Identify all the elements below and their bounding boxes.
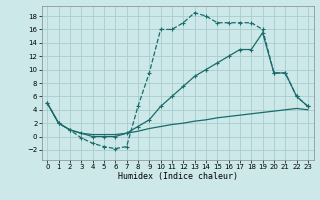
- X-axis label: Humidex (Indice chaleur): Humidex (Indice chaleur): [118, 172, 237, 181]
